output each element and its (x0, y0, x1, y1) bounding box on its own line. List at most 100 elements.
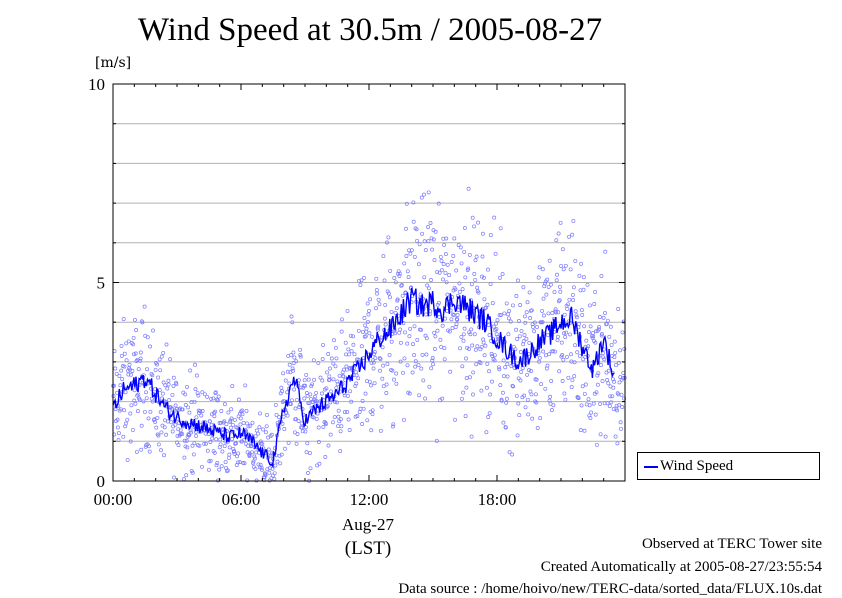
sample-point (501, 420, 506, 425)
sample-point (316, 360, 321, 365)
sample-point (571, 298, 576, 303)
sample-point (537, 359, 542, 364)
sample-point (423, 248, 428, 253)
sample-point (294, 441, 299, 446)
sample-point (288, 402, 293, 407)
sample-point (339, 424, 344, 429)
sample-point (399, 283, 404, 288)
sample-point (222, 444, 227, 449)
sample-point (335, 379, 340, 384)
sample-point (435, 302, 440, 307)
sample-point (377, 302, 382, 307)
sample-point (435, 269, 440, 274)
sample-point (229, 407, 234, 412)
sample-point (170, 392, 175, 397)
sample-point (249, 443, 254, 448)
sample-point (133, 351, 138, 356)
sample-point (317, 461, 322, 466)
sample-point (462, 249, 467, 254)
sample-point (337, 373, 342, 378)
sample-point (153, 419, 158, 424)
sample-point (566, 375, 571, 380)
sample-point (314, 398, 319, 403)
sample-point (279, 452, 284, 457)
sample-point (485, 302, 490, 307)
sample-point (389, 339, 394, 344)
sample-point (168, 357, 173, 362)
sample-point (213, 390, 218, 395)
sample-point (560, 379, 565, 383)
sample-point (135, 409, 140, 414)
sample-point (521, 339, 526, 344)
sample-point (447, 273, 452, 278)
sample-point (426, 225, 431, 229)
sample-point (124, 341, 129, 346)
sample-point (390, 368, 395, 373)
sample-point (170, 406, 174, 411)
sample-point (166, 382, 171, 387)
sample-point (501, 358, 506, 363)
legend-line-swatch (644, 466, 658, 468)
sample-point (443, 270, 448, 275)
sample-point (510, 452, 515, 457)
sample-point (214, 463, 219, 468)
sample-point (309, 396, 313, 401)
sample-point (517, 319, 521, 323)
sample-point (478, 361, 483, 365)
sample-point (371, 358, 376, 363)
sample-point (421, 378, 426, 383)
sample-point (193, 362, 197, 367)
sample-point (514, 294, 519, 298)
sample-point (587, 330, 591, 335)
sample-point (129, 372, 133, 377)
sample-point (621, 370, 626, 375)
sample-point (412, 324, 417, 329)
sample-point (257, 465, 262, 470)
sample-point (293, 406, 298, 411)
chart-title: Wind Speed at 30.5m / 2005-08-27 (137, 12, 603, 48)
sample-point (563, 397, 568, 402)
sample-point (222, 402, 227, 407)
sample-point (434, 319, 439, 324)
sample-point (525, 300, 530, 305)
sample-point (463, 275, 468, 280)
sample-point (465, 345, 470, 350)
sample-point (569, 385, 574, 390)
sample-point (616, 307, 621, 311)
sample-point (561, 357, 566, 362)
sample-point (285, 413, 290, 418)
sample-point (614, 403, 619, 408)
sample-point (135, 393, 140, 398)
sample-point (326, 443, 331, 448)
sample-point (591, 334, 596, 339)
sample-point (610, 394, 615, 399)
sample-point (605, 401, 610, 406)
sample-point (128, 411, 133, 416)
sample-point (453, 287, 458, 292)
sample-point (541, 296, 546, 301)
sample-point (432, 258, 437, 263)
sample-point (511, 384, 516, 389)
sample-point (295, 432, 300, 436)
sample-point (338, 417, 343, 422)
sample-point (303, 425, 308, 430)
sample-point (555, 334, 560, 339)
sample-point (224, 422, 229, 427)
sample-point (111, 383, 116, 388)
sample-point (318, 375, 323, 380)
sample-point (444, 236, 449, 241)
sample-point (540, 308, 545, 313)
sample-point (527, 368, 531, 373)
sample-point (331, 361, 336, 366)
sample-point (566, 302, 570, 307)
sample-point (594, 329, 599, 334)
sample-point (474, 254, 479, 259)
sample-point (510, 383, 515, 388)
sample-point (426, 190, 431, 195)
sample-point (578, 428, 583, 433)
sample-point (166, 419, 170, 424)
sample-point (568, 332, 572, 337)
sample-point (476, 290, 481, 295)
sample-point (540, 320, 545, 325)
sample-point (280, 421, 285, 426)
